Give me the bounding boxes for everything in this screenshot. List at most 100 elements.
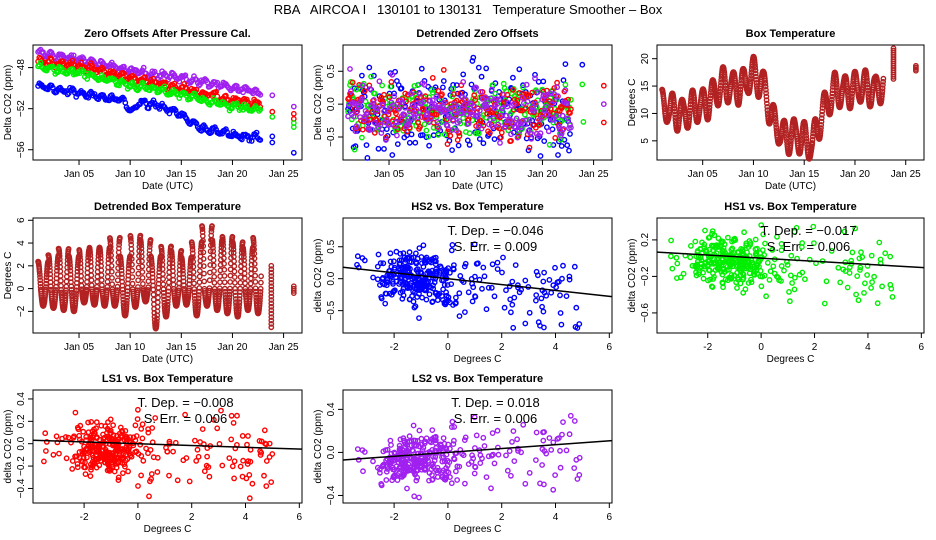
data-point xyxy=(226,455,233,461)
data-point xyxy=(547,106,554,112)
data-point xyxy=(68,52,75,59)
data-point xyxy=(359,82,366,89)
data-point xyxy=(41,458,47,465)
data-point xyxy=(464,137,471,144)
data-point xyxy=(391,90,397,97)
data-point xyxy=(559,112,566,119)
data-point xyxy=(529,89,536,96)
data-point xyxy=(803,130,809,136)
data-point xyxy=(375,145,382,152)
data-point xyxy=(882,250,889,257)
data-point xyxy=(868,284,874,291)
data-point xyxy=(191,280,197,287)
data-point xyxy=(88,263,94,269)
data-point xyxy=(376,78,383,85)
data-point xyxy=(763,93,770,100)
data-point xyxy=(418,254,425,260)
data-point xyxy=(196,273,203,280)
data-point xyxy=(261,427,268,434)
data-point xyxy=(393,248,400,255)
x-tick-label: Jan 10 xyxy=(115,169,145,180)
data-point xyxy=(88,277,95,284)
x-tick-label: -2 xyxy=(390,512,399,523)
data-point xyxy=(674,275,680,281)
data-point xyxy=(466,130,473,137)
data-point xyxy=(159,271,166,277)
data-point xyxy=(552,97,559,104)
data-point xyxy=(231,263,238,270)
data-point xyxy=(557,310,564,316)
data-point xyxy=(763,97,770,104)
data-point xyxy=(165,284,172,291)
data-point xyxy=(227,279,234,285)
data-point xyxy=(434,119,441,125)
data-point xyxy=(560,77,567,84)
data-point xyxy=(819,111,825,118)
data-point xyxy=(63,278,70,285)
data-point xyxy=(537,153,544,159)
data-point xyxy=(476,136,483,142)
data-point xyxy=(37,274,43,280)
y-tick-label: −2 xyxy=(16,305,27,317)
x-tick-label: Jan 15 xyxy=(476,169,506,180)
data-point xyxy=(220,255,227,262)
data-point xyxy=(176,280,183,287)
data-point xyxy=(78,277,85,284)
x-axis-label: Degrees C xyxy=(454,524,502,535)
data-point xyxy=(246,137,253,144)
data-point xyxy=(433,93,440,100)
data-point xyxy=(526,309,533,316)
data-point xyxy=(460,71,467,78)
data-point xyxy=(400,292,407,299)
data-point xyxy=(450,82,456,88)
data-point xyxy=(193,457,200,464)
data-point xyxy=(389,71,396,78)
data-point xyxy=(472,293,478,300)
data-point xyxy=(809,139,816,146)
data-point xyxy=(69,458,76,464)
data-point xyxy=(514,134,521,141)
data-point xyxy=(661,100,667,107)
data-point xyxy=(818,118,825,125)
data-point xyxy=(228,412,235,419)
data-point xyxy=(686,113,693,120)
data-point xyxy=(721,71,728,78)
stderr-annotation: S. Err. = 0.006 xyxy=(767,239,850,254)
data-point xyxy=(717,91,723,98)
data-point xyxy=(753,73,759,80)
y-axis-label: Delta CO2 (ppm) xyxy=(3,65,14,141)
data-point xyxy=(389,152,396,158)
data-point xyxy=(462,96,469,103)
data-point xyxy=(425,106,432,112)
data-point xyxy=(231,274,238,280)
data-point xyxy=(191,437,198,444)
data-point xyxy=(358,117,364,124)
data-point xyxy=(439,84,446,91)
data-point xyxy=(480,140,487,147)
data-point xyxy=(50,451,57,458)
data-point xyxy=(789,280,795,286)
data-point xyxy=(495,121,502,128)
data-point xyxy=(828,102,835,109)
data-point xyxy=(243,96,250,103)
data-point xyxy=(471,92,478,99)
data-point xyxy=(237,285,244,292)
x-tick-label: Jan 10 xyxy=(425,169,455,180)
data-point xyxy=(484,105,490,112)
y-tick-label: −48 xyxy=(16,59,27,76)
data-point xyxy=(676,115,683,122)
data-point xyxy=(352,128,359,135)
data-point xyxy=(428,115,434,122)
data-point xyxy=(356,82,363,88)
data-point xyxy=(548,289,555,296)
data-point xyxy=(880,82,886,88)
data-point xyxy=(539,303,545,310)
data-point xyxy=(496,96,502,103)
data-point xyxy=(786,288,792,295)
data-point xyxy=(488,86,495,93)
data-point xyxy=(537,322,543,329)
data-point xyxy=(359,126,366,133)
data-point xyxy=(721,74,728,81)
